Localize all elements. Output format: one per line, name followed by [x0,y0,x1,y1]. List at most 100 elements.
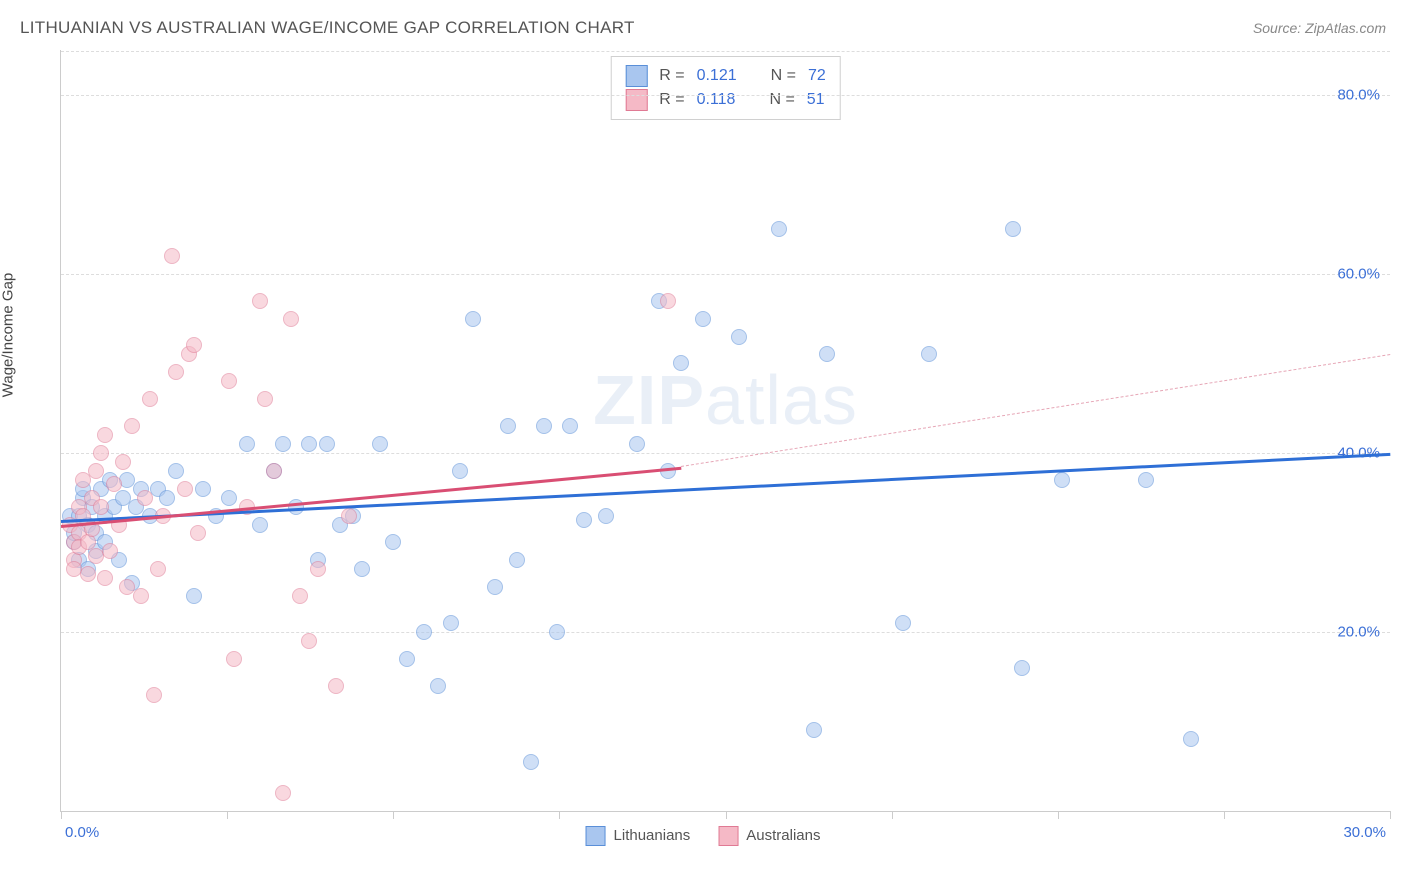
data-point [509,552,525,568]
data-point [292,588,308,604]
data-point [731,329,747,345]
gridline [61,95,1390,96]
y-tick-label: 80.0% [1337,86,1380,103]
data-point [465,311,481,327]
chart-container: Wage/Income Gap ZIPatlas R =0.121N =72R … [16,50,1390,852]
data-point [106,476,122,492]
data-point [500,418,516,434]
data-point [629,436,645,452]
data-point [1005,221,1021,237]
data-point [115,454,131,470]
data-point [168,364,184,380]
legend-item: Lithuanians [586,826,691,846]
data-point [186,337,202,353]
data-point [164,248,180,264]
data-point [523,754,539,770]
gridline [61,51,1390,52]
data-point [257,391,273,407]
data-point [576,512,592,528]
gridline [61,632,1390,633]
data-point [695,311,711,327]
data-point [288,499,304,515]
data-point [159,490,175,506]
legend-r-value: 0.118 [697,91,736,109]
trend-line [61,453,1390,523]
legend-row: R = 0.121 N = 72 [625,65,826,87]
data-point [319,436,335,452]
data-point [819,346,835,362]
chart-title: LITHUANIAN VS AUSTRALIAN WAGE/INCOME GAP… [20,18,635,38]
data-point [137,490,153,506]
data-point [895,615,911,631]
data-point [239,436,255,452]
correlation-legend: R =0.121N =72R =0.118N =51 [610,56,841,120]
data-point [660,293,676,309]
x-tick [61,811,62,819]
data-point [416,624,432,640]
legend-swatch [586,826,606,846]
legend-r-value: 0.121 [697,67,737,85]
data-point [301,633,317,649]
data-point [226,651,242,667]
data-point [452,463,468,479]
legend-row: R =0.118N =51 [625,89,826,111]
y-tick-label: 60.0% [1337,265,1380,282]
y-axis-label: Wage/Income Gap [0,273,17,398]
data-point [168,463,184,479]
data-point [598,508,614,524]
gridline [61,453,1390,454]
watermark-bold: ZIP [593,361,705,439]
data-point [177,481,193,497]
data-point [283,311,299,327]
data-point [562,418,578,434]
source-attribution: Source: ZipAtlas.com [1253,20,1386,36]
data-point [186,588,202,604]
data-point [93,499,109,515]
legend-swatch [718,826,738,846]
legend-r-label: R = [659,67,684,85]
data-point [252,517,268,533]
legend-n-value: 72 [808,67,826,85]
gridline [61,274,1390,275]
data-point [354,561,370,577]
legend-item: Australians [718,826,820,846]
data-point [341,508,357,524]
legend-label: Australians [746,827,820,844]
series-legend: Lithuanians Australians [586,826,821,846]
data-point [536,418,552,434]
data-point [399,651,415,667]
x-tick [393,811,394,819]
data-point [93,445,109,461]
data-point [124,418,140,434]
data-point [221,373,237,389]
data-point [221,490,237,506]
x-tick [726,811,727,819]
x-tick [227,811,228,819]
data-point [266,463,282,479]
data-point [921,346,937,362]
legend-r-label: R = [659,91,684,109]
data-point [80,566,96,582]
data-point [673,355,689,371]
header: LITHUANIAN VS AUSTRALIAN WAGE/INCOME GAP… [0,0,1406,48]
data-point [443,615,459,631]
plot-area: ZIPatlas R =0.121N =72R =0.118N =51 20.0… [60,50,1390,812]
data-point [142,391,158,407]
data-point [1183,731,1199,747]
data-point [385,534,401,550]
data-point [150,561,166,577]
legend-n-label: N = [771,67,796,85]
data-point [372,436,388,452]
data-point [146,687,162,703]
x-tick-label: 0.0% [65,824,99,841]
x-tick-label: 30.0% [1343,824,1386,841]
y-tick-label: 20.0% [1337,623,1380,640]
x-tick [892,811,893,819]
x-tick [559,811,560,819]
data-point [328,678,344,694]
data-point [487,579,503,595]
data-point [252,293,268,309]
data-point [1138,472,1154,488]
data-point [1054,472,1070,488]
data-point [301,436,317,452]
